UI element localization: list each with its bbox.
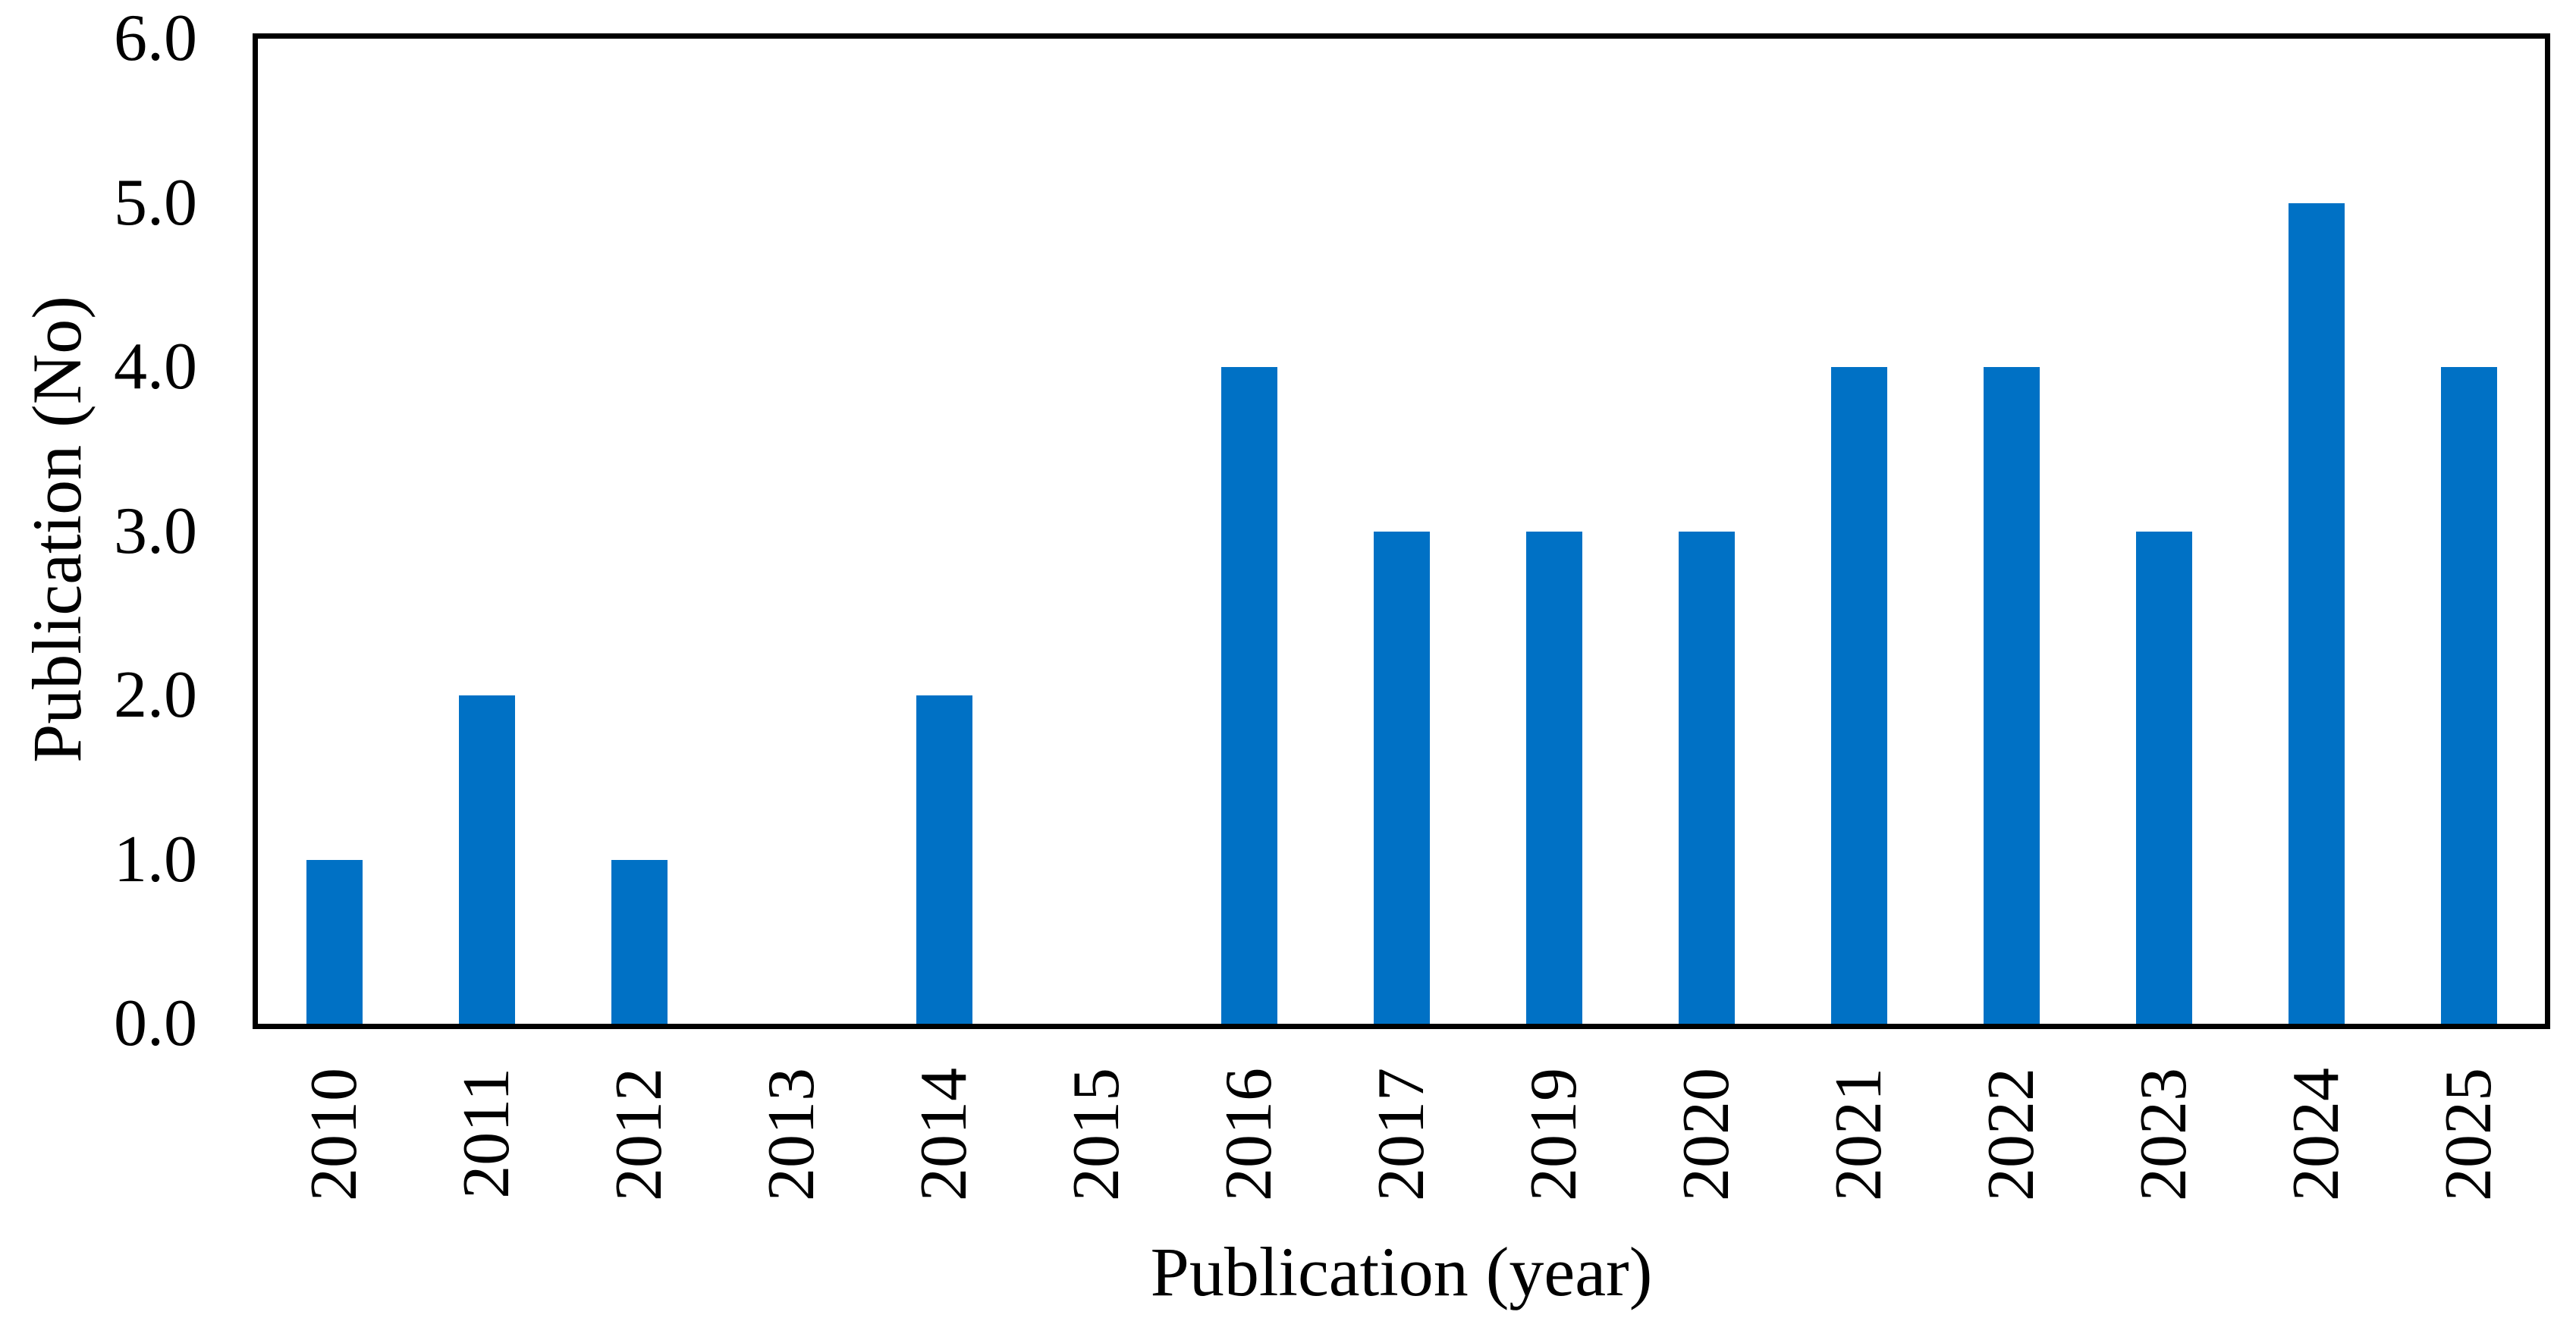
y-axis-tick-label: 1.0 [114,822,197,896]
bar-2025 [2440,367,2497,1024]
y-axis-tick-label: 6.0 [114,2,197,75]
plot-area [253,33,2550,1029]
bar-2022 [1983,367,2040,1024]
bar-2010 [306,859,363,1024]
bar-2020 [1678,531,1735,1024]
bar-2014 [916,695,972,1024]
bar-2019 [1525,531,1582,1024]
bar-2021 [1830,367,1887,1024]
bar-2011 [458,695,515,1024]
bars-layer [258,39,2545,1024]
y-axis-tick-label: 4.0 [114,330,197,403]
bar-2012 [611,859,668,1024]
x-axis-title: Publication (year) [1150,1233,1653,1310]
y-axis-tick-label: 0.0 [114,987,197,1060]
bar-2017 [1373,531,1430,1024]
y-axis-tick-label: 2.0 [114,658,197,732]
y-axis-tick-label: 3.0 [114,494,197,568]
bar-2016 [1220,367,1277,1024]
bar-2024 [2288,202,2345,1024]
bar-2023 [2135,531,2192,1024]
y-axis-tick-label: 5.0 [114,165,197,240]
